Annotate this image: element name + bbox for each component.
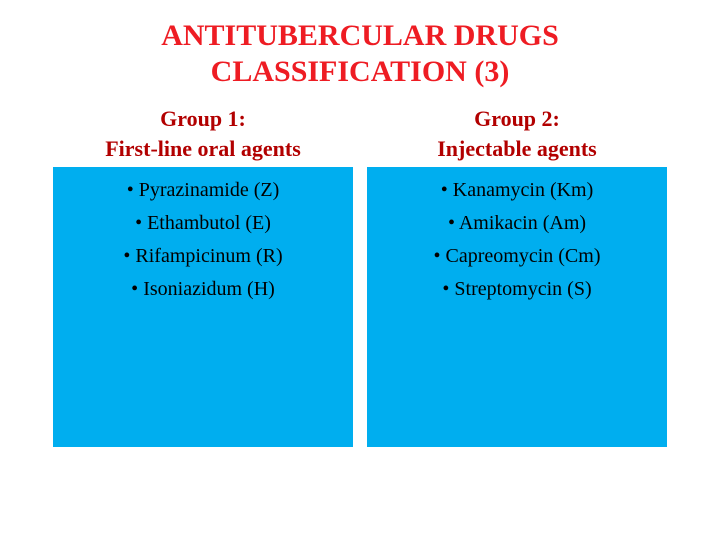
slide: ANTITUBERCULAR DRUGS CLASSIFICATION (3) …	[0, 0, 720, 540]
group-1-header: Group 1: First-line oral agents	[105, 104, 301, 163]
group-2-name: Group 2:	[437, 104, 596, 134]
group-1-subtitle: First-line oral agents	[105, 134, 301, 164]
list-item: Pyrazinamide (Z)	[65, 175, 341, 206]
group-2-subtitle: Injectable agents	[437, 134, 596, 164]
group-1-name: Group 1:	[105, 104, 301, 134]
list-item: Amikacin (Am)	[379, 208, 655, 239]
slide-title: ANTITUBERCULAR DRUGS CLASSIFICATION (3)	[40, 18, 680, 90]
group-2-header: Group 2: Injectable agents	[437, 104, 596, 163]
list-item: Isoniazidum (H)	[65, 274, 341, 305]
list-item: Capreomycin (Cm)	[379, 241, 655, 272]
list-item: Streptomycin (S)	[379, 274, 655, 305]
columns-container: Group 1: First-line oral agents Pyrazina…	[40, 104, 680, 447]
list-item: Ethambutol (E)	[65, 208, 341, 239]
list-item: Rifampicinum (R)	[65, 241, 341, 272]
group-1-panel: Pyrazinamide (Z) Ethambutol (E) Rifampic…	[53, 167, 353, 447]
group-2-panel: Kanamycin (Km) Amikacin (Am) Capreomycin…	[367, 167, 667, 447]
column-group-2: Group 2: Injectable agents Kanamycin (Km…	[367, 104, 667, 447]
list-item: Kanamycin (Km)	[379, 175, 655, 206]
column-group-1: Group 1: First-line oral agents Pyrazina…	[53, 104, 353, 447]
